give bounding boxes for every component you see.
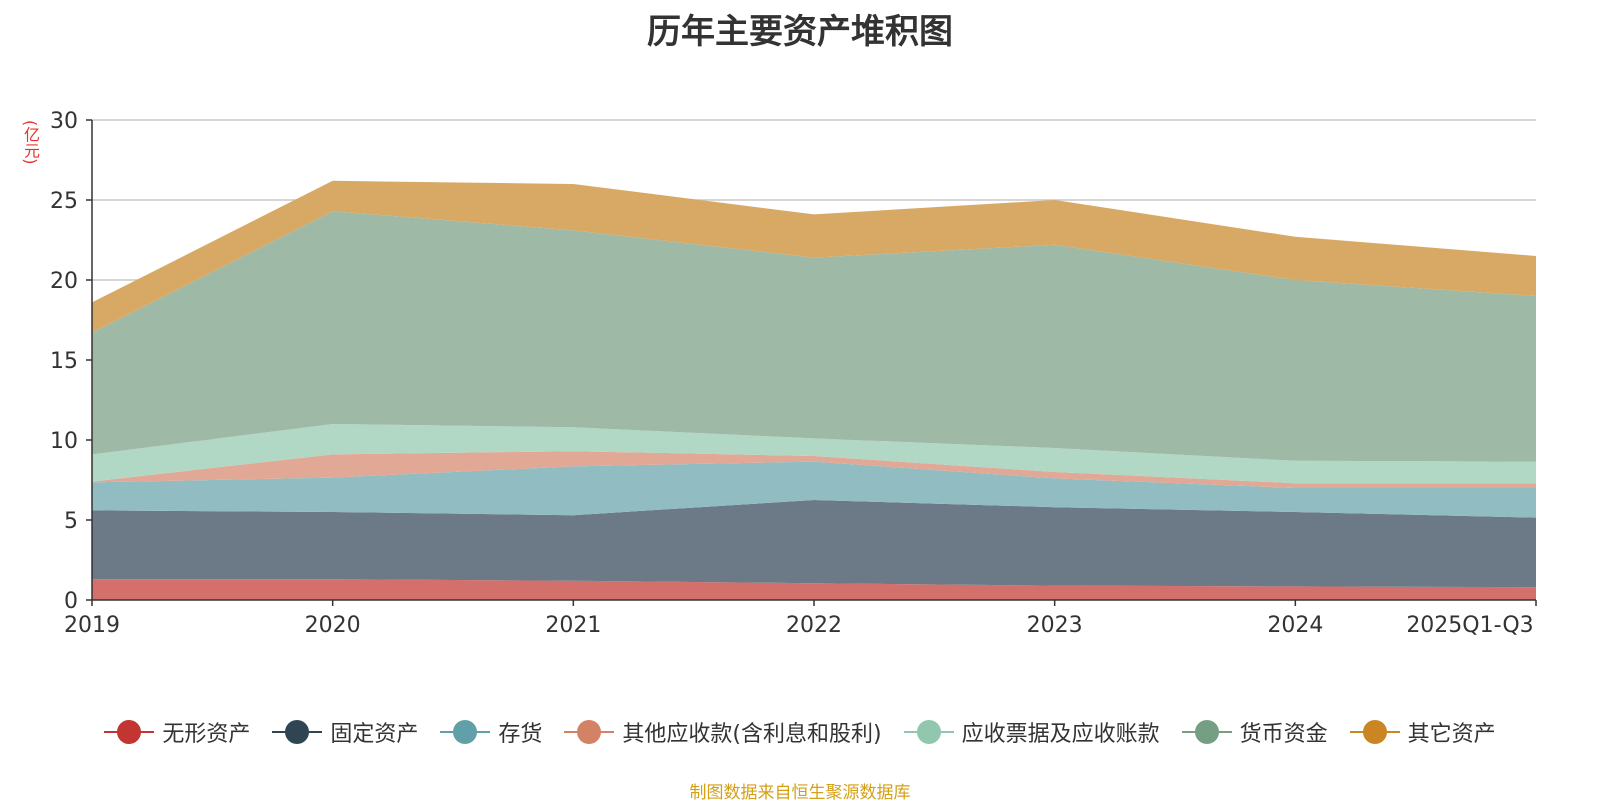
legend-label: 其它资产 xyxy=(1407,722,1496,747)
area-series-5[interactable] xyxy=(92,211,1536,462)
y-tick-label-10: 10 xyxy=(50,429,78,454)
y-tick-label-15: 15 xyxy=(50,349,78,374)
x-tick-label-1: 2020 xyxy=(305,613,361,638)
legend-label: 无形资产 xyxy=(162,722,251,747)
area-series-1[interactable] xyxy=(92,500,1536,588)
area-series-6[interactable] xyxy=(92,180,1536,333)
legend-label: 存货 xyxy=(498,722,543,747)
area-series-3[interactable] xyxy=(92,451,1536,488)
legend-label: 固定资产 xyxy=(330,722,419,747)
x-tick-label-4: 2023 xyxy=(1027,613,1083,638)
data-source-note: 制图数据来自恒生聚源数据库 xyxy=(689,783,911,803)
legend-marker-icon xyxy=(104,719,155,745)
y-tick-label-20: 20 xyxy=(50,269,78,294)
y-tick-label-25: 25 xyxy=(50,189,78,214)
chart-title: 历年主要资产堆积图 xyxy=(647,12,953,52)
legend-marker-icon xyxy=(564,719,615,745)
legend-item-5[interactable]: 货币资金 xyxy=(1181,716,1328,748)
legend-item-0[interactable]: 无形资产 xyxy=(104,716,250,748)
legend-marker-icon xyxy=(1349,719,1400,745)
legend-marker-icon xyxy=(272,719,323,745)
y-tick-label-5: 5 xyxy=(64,509,78,534)
area-series-layer xyxy=(92,180,1536,600)
x-tick-label-0: 2019 xyxy=(64,613,120,638)
y-tick-label-30: 30 xyxy=(50,109,78,134)
area-series-0[interactable] xyxy=(92,579,1536,600)
legend-marker-icon xyxy=(1181,719,1232,745)
legend-item-1[interactable]: 固定资产 xyxy=(272,716,418,748)
legend-item-2[interactable]: 存货 xyxy=(440,716,542,748)
legend-item-6[interactable]: 其它资产 xyxy=(1349,716,1496,748)
x-tick-label-3: 2022 xyxy=(786,613,842,638)
area-series-4[interactable] xyxy=(92,424,1536,484)
legend: 无形资产 固定资产 存货 其他应收款(含利息和股利) 应收票据及应收账款 货币资金 其它资产 xyxy=(0,716,1600,748)
legend-marker-icon xyxy=(440,719,491,745)
y-axis-unit-label: (亿元) xyxy=(21,120,40,165)
stacked-area-chart: 0 5 10 15 20 25 30 2019 2020 2021 2022 2023 2024 2025… xyxy=(50,109,1537,638)
legend-marker-icon xyxy=(903,719,954,745)
area-series-2[interactable] xyxy=(92,461,1536,518)
legend-label: 应收票据及应收账款 xyxy=(961,722,1160,747)
y-tick-label-0: 0 xyxy=(64,589,78,614)
legend-item-4[interactable]: 应收票据及应收账款 xyxy=(903,716,1160,748)
x-tick-label-2: 2021 xyxy=(545,613,601,638)
x-tick-label-5: 2024 xyxy=(1267,613,1323,638)
legend-label: 货币资金 xyxy=(1239,722,1328,747)
legend-item-3[interactable]: 其他应收款(含利息和股利) xyxy=(564,716,882,748)
x-tick-label-6: 2025Q1-Q3 xyxy=(1406,613,1533,638)
legend-label: 其他应收款(含利息和股利) xyxy=(622,722,882,747)
axes: 0 5 10 15 20 25 30 2019 2020 2021 2022 2023 2024 2025… xyxy=(50,109,1537,638)
